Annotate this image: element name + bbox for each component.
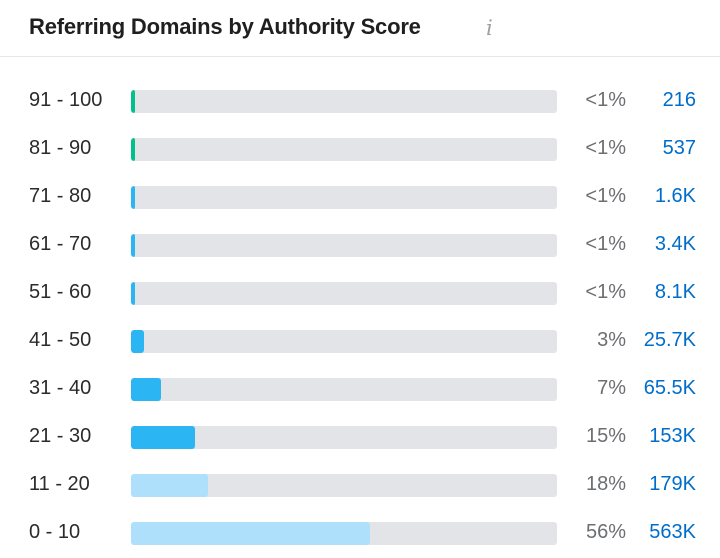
bar xyxy=(131,330,144,353)
chart-row: 21 - 30 15% 153K xyxy=(0,414,720,462)
bar xyxy=(131,282,135,305)
bar-track xyxy=(131,522,557,545)
count-link[interactable]: 3.4K xyxy=(654,233,696,255)
count-link[interactable]: 65.5K xyxy=(643,377,696,399)
category-label: 61 - 70 xyxy=(29,233,92,255)
percent-label: 7% xyxy=(597,377,626,399)
category-label: 51 - 60 xyxy=(29,281,92,303)
count-link[interactable]: 179K xyxy=(649,473,696,495)
bar-track xyxy=(131,282,557,305)
percent-label: <1% xyxy=(585,185,626,207)
bar xyxy=(131,186,135,209)
percent-label: <1% xyxy=(585,233,626,255)
percent-label: 18% xyxy=(585,473,626,495)
category-label: 11 - 20 xyxy=(29,473,90,495)
count-link[interactable]: 216 xyxy=(662,89,696,111)
bar xyxy=(131,474,208,497)
category-label: 71 - 80 xyxy=(29,185,92,207)
widget-header: Referring Domains by Authority Score i xyxy=(0,0,720,57)
percent-label: <1% xyxy=(585,89,626,111)
bar-track xyxy=(131,426,557,449)
percent-label: <1% xyxy=(585,281,626,303)
bar-track xyxy=(131,138,557,161)
bar-track xyxy=(131,90,557,113)
category-label: 41 - 50 xyxy=(29,329,92,351)
chart-row: 11 - 20 18% 179K xyxy=(0,462,720,510)
chart-row: 91 - 100 <1% 216 xyxy=(0,78,720,126)
bar-track xyxy=(131,234,557,257)
category-label: 21 - 30 xyxy=(29,425,92,447)
bar xyxy=(131,522,370,545)
bar-track xyxy=(131,330,557,353)
chart-row: 31 - 40 7% 65.5K xyxy=(0,366,720,414)
chart-row: 61 - 70 <1% 3.4K xyxy=(0,222,720,270)
percent-label: 3% xyxy=(597,329,626,351)
category-label: 91 - 100 xyxy=(29,89,103,111)
count-link[interactable]: 153K xyxy=(649,425,696,447)
count-link[interactable]: 563K xyxy=(649,521,696,543)
bar xyxy=(131,426,195,449)
widget-title: Referring Domains by Authority Score xyxy=(29,14,421,39)
count-link[interactable]: 8.1K xyxy=(654,281,696,303)
chart-row: 71 - 80 <1% 1.6K xyxy=(0,174,720,222)
category-label: 81 - 90 xyxy=(29,137,92,159)
info-icon[interactable]: i xyxy=(486,16,493,40)
percent-label: 56% xyxy=(585,521,626,543)
chart-row: 51 - 60 <1% 8.1K xyxy=(0,270,720,318)
category-label: 0 - 10 xyxy=(29,521,81,543)
bar-track xyxy=(131,474,557,497)
count-link[interactable]: 537 xyxy=(662,137,696,159)
count-link[interactable]: 1.6K xyxy=(654,185,696,207)
bar-track xyxy=(131,378,557,401)
bar xyxy=(131,138,135,161)
count-link[interactable]: 25.7K xyxy=(643,329,696,351)
percent-label: 15% xyxy=(585,425,626,447)
chart-row: 0 - 10 56% 563K xyxy=(0,510,720,558)
bar-track xyxy=(131,186,557,209)
chart-row: 81 - 90 <1% 537 xyxy=(0,126,720,174)
chart-row: 41 - 50 3% 25.7K xyxy=(0,318,720,366)
percent-label: <1% xyxy=(585,137,626,159)
bar xyxy=(131,378,161,401)
category-label: 31 - 40 xyxy=(29,377,92,399)
bar xyxy=(131,90,135,113)
bar xyxy=(131,234,135,257)
